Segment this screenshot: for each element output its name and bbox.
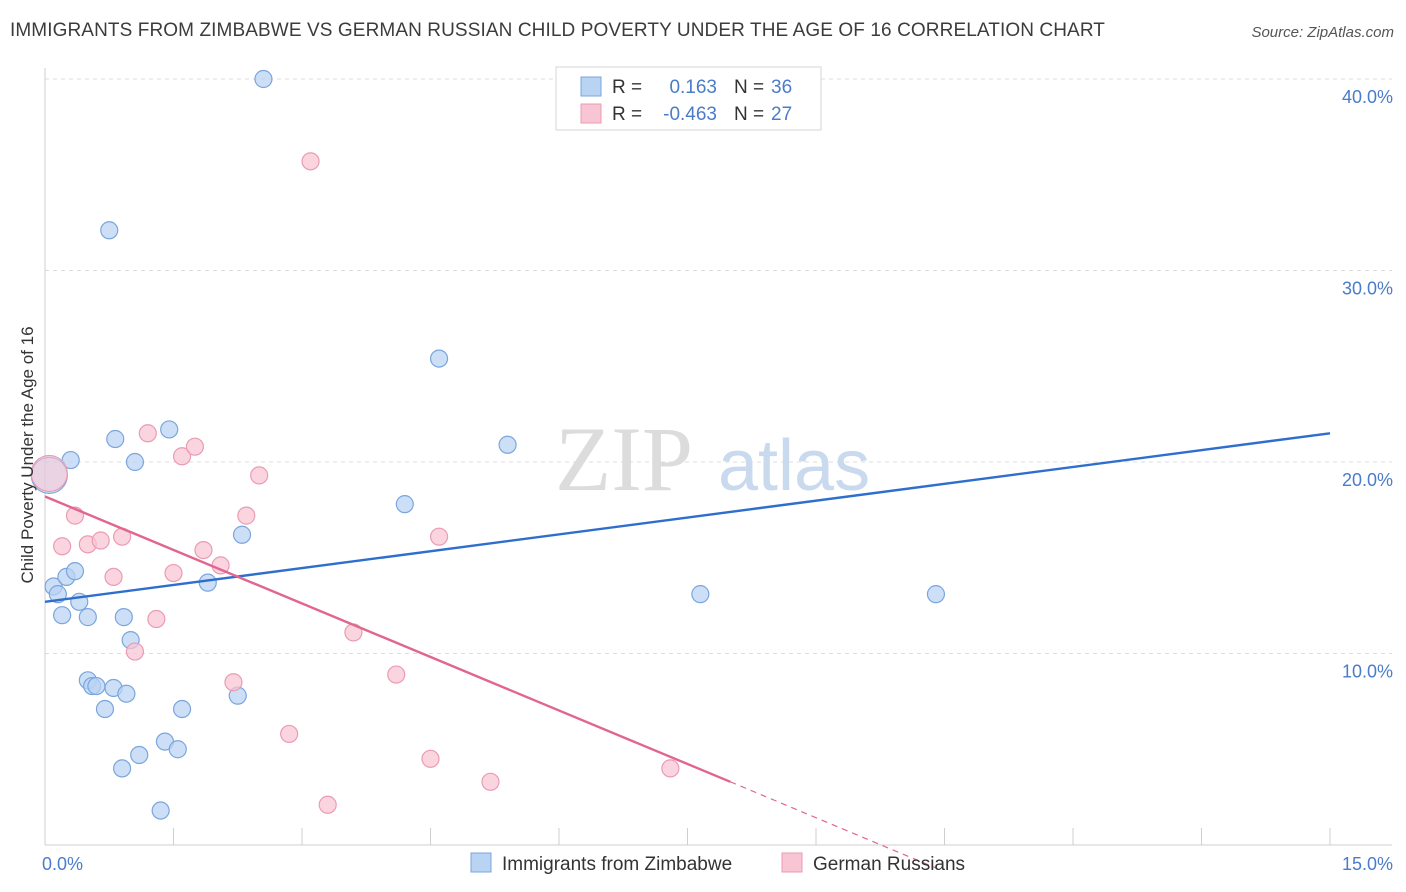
chart-title: IMMIGRANTS FROM ZIMBABWE VS GERMAN RUSSI… [10, 20, 1106, 41]
pink-swatch [580, 103, 602, 124]
axes-layer: 10.0% 20.0% 30.0% 40.0% 0.0% 15.0% [42, 68, 1393, 874]
zimbabwe-point [125, 452, 145, 472]
german-russian-trend-line [44, 495, 731, 783]
legend-swatch-zimbabwe [470, 852, 492, 873]
zimbabwe-point [160, 420, 179, 439]
zimbabwe-point [151, 801, 170, 820]
zimbabwe-point [112, 759, 132, 778]
zimbabwe-point [106, 429, 125, 449]
zimbabwe-point [65, 562, 85, 581]
zimbabwe-point [100, 221, 119, 240]
y-axis-label-group: Child Poverty Under the Age of 16 [18, 326, 37, 583]
zimbabwe-point [168, 740, 187, 759]
zimbabwe-point [61, 450, 80, 470]
zimbabwe-trend-line [44, 432, 1331, 603]
legend-label-german-russians: German Russians [813, 854, 965, 875]
points-layer [30, 69, 946, 820]
zimbabwe-point [429, 349, 449, 368]
n-value: 27 [771, 104, 792, 125]
r-value: -0.463 [663, 104, 717, 125]
legend-label-zimbabwe: Immigrants from Zimbabwe [502, 854, 732, 875]
german-russian-point [280, 724, 299, 744]
german-russian-trend-extension [730, 781, 937, 869]
grid-layer [45, 78, 1392, 654]
r-label: R = [612, 104, 642, 125]
r-label: R = [612, 77, 642, 98]
german-russian-point [429, 527, 449, 546]
zimbabwe-point [395, 495, 414, 514]
german-russian-point [481, 772, 500, 791]
german-russian-point [421, 749, 440, 768]
german-russian-point [147, 609, 166, 629]
german-russian-point [185, 437, 205, 456]
stats-legend: R = 0.163 N = 36 R = -0.463 N = 27 [555, 66, 822, 131]
watermark-atlas: atlas [718, 426, 870, 506]
zimbabwe-point [172, 699, 192, 719]
watermark-zip: ZIP [555, 408, 693, 510]
german-russian-point [138, 424, 157, 443]
zimbabwe-point [198, 573, 217, 592]
zimbabwe-point [95, 699, 115, 719]
german-russian-point [91, 531, 110, 550]
chart-source: Source: ZipAtlas.com [1251, 24, 1394, 41]
german-russian-point [53, 537, 72, 556]
watermark: ZIP atlas [555, 408, 870, 510]
zimbabwe-point [232, 525, 252, 544]
zimbabwe-point [254, 69, 273, 89]
x-tick-label: 0.0% [42, 854, 83, 874]
zimbabwe-point [87, 676, 106, 696]
legend-swatch-german-russians [781, 852, 803, 873]
n-label: N = [734, 77, 764, 98]
y-tick-label: 40.0% [1342, 87, 1393, 107]
german-russian-point [237, 506, 256, 525]
german-russian-point [104, 567, 123, 587]
german-russian-point [30, 454, 68, 493]
zimbabwe-point [498, 435, 517, 454]
r-value: 0.163 [669, 77, 717, 98]
german-russian-point [301, 152, 320, 171]
trend-layer [44, 432, 1331, 869]
series-legend: Immigrants from Zimbabwe German Russians [470, 852, 965, 875]
german-russian-point [661, 759, 680, 778]
zimbabwe-point [117, 684, 136, 703]
blue-swatch [580, 76, 602, 97]
y-tick-label: 10.0% [1342, 662, 1393, 682]
zimbabwe-point [691, 585, 710, 604]
y-axis-label: Child Poverty Under the Age of 16 [18, 326, 37, 583]
y-tick-label: 20.0% [1342, 470, 1393, 490]
german-russian-point [250, 466, 269, 485]
n-value: 36 [771, 77, 792, 98]
german-russian-point [387, 665, 406, 684]
n-label: N = [734, 104, 764, 125]
y-tick-label: 30.0% [1342, 279, 1393, 299]
zimbabwe-point [130, 745, 149, 765]
zimbabwe-point [926, 585, 946, 604]
german-russian-point [164, 563, 183, 583]
zimbabwe-point [78, 608, 97, 627]
german-russian-point [125, 642, 145, 661]
german-russian-point [224, 673, 243, 692]
german-russian-point [172, 447, 192, 466]
zimbabwe-point [53, 606, 72, 625]
german-russian-point [194, 540, 213, 560]
x-tick-label: 15.0% [1342, 854, 1393, 874]
zimbabwe-point [114, 608, 133, 627]
german-russian-point [318, 795, 337, 814]
